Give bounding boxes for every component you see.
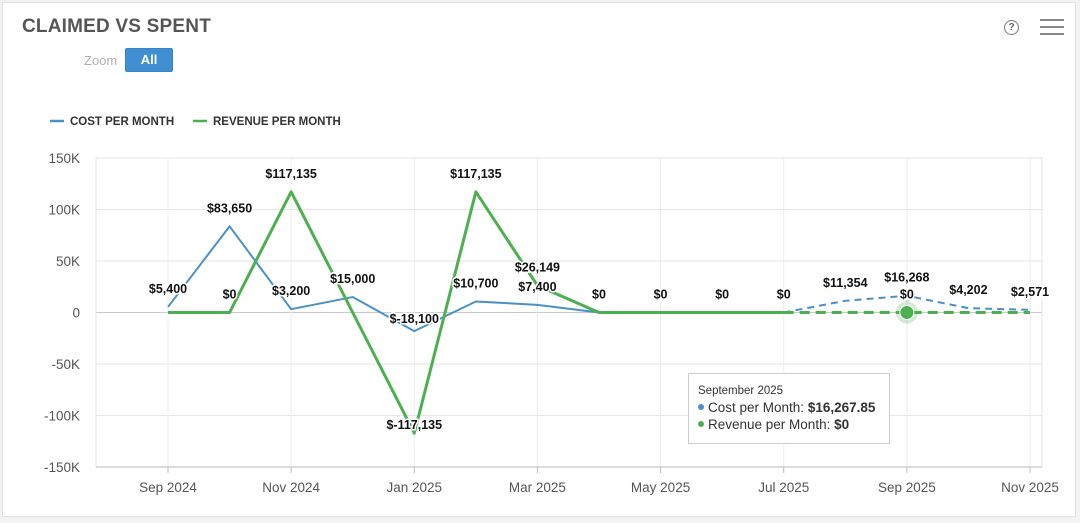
y-tick-label: -150K <box>44 460 80 475</box>
cost-data-label: $7,400 <box>518 280 556 294</box>
revenue-data-label: $0 <box>654 288 668 302</box>
revenue-data-label: $26,149 <box>515 261 560 275</box>
x-tick-label: Mar 2025 <box>509 480 566 495</box>
revenue-dot-icon <box>698 421 704 427</box>
cost-data-label: $15,000 <box>330 272 375 286</box>
axes: 150K 100K 50K 0 -50K -100K -150K Sep 2024 Nov 20… <box>44 151 1059 495</box>
cost-data-label: $4,202 <box>949 283 987 297</box>
help-icon[interactable]: ? <box>1004 20 1019 35</box>
revenue-data-label: $0 <box>223 288 237 302</box>
tooltip-revenue-row: Revenue per Month: $0 <box>698 416 889 433</box>
cost-data-label: $2,571 <box>1011 285 1049 299</box>
revenue-data-label: $0 <box>900 288 914 302</box>
cost-data-label: $11,354 <box>823 276 868 290</box>
y-tick-label: 150K <box>48 151 80 166</box>
tooltip: September 2025 Cost per Month: $16,267.8… <box>688 373 890 444</box>
zoom-all-button[interactable]: All <box>125 48 173 72</box>
series-layer <box>167 190 1031 435</box>
x-tick-label: Sep 2025 <box>878 480 936 495</box>
revenue-data-label: $117,135 <box>450 167 501 181</box>
cost-dot-icon <box>698 404 704 410</box>
zoom-label: Zoom <box>84 53 118 68</box>
y-tick-label: -100K <box>44 409 80 424</box>
revenue-data-label: $0 <box>715 288 729 302</box>
cost-hover-point[interactable] <box>902 291 912 301</box>
cost-data-label: $83,650 <box>207 201 252 215</box>
menu-line <box>1040 33 1064 35</box>
legend-label: COST PER MONTH <box>70 116 174 128</box>
legend-item-cost[interactable]: COST PER MONTH <box>50 116 174 128</box>
chart-title: CLAIMED VS SPENT <box>22 16 211 37</box>
cost-data-label: $10,700 <box>453 276 498 290</box>
tooltip-date: September 2025 <box>698 385 784 397</box>
revenue-line <box>168 190 784 435</box>
legend[interactable]: COST PER MONTH REVENUE PER MONTH <box>50 116 341 128</box>
legend-label: REVENUE PER MONTH <box>213 116 341 128</box>
y-tick-label: 0 <box>72 306 80 321</box>
revenue-data-label: $117,135 <box>265 167 316 181</box>
revenue-hover-point[interactable] <box>899 305 915 320</box>
x-tick-label: May 2025 <box>631 480 690 495</box>
hamburger-menu-icon[interactable] <box>1040 19 1064 37</box>
cost-data-label: $3,200 <box>272 284 310 298</box>
x-tick-label: Jan 2025 <box>387 480 443 495</box>
data-labels: $5,400 $83,650 $3,200 $15,000 $-18,100 $10,70… <box>147 165 1050 433</box>
y-tick-label: 50K <box>56 254 80 269</box>
x-tick-label: Sep 2024 <box>139 480 197 495</box>
x-tick-label: Nov 2025 <box>1001 480 1059 495</box>
tooltip-cost-row: Cost per Month: $16,267.85 <box>698 399 889 416</box>
tooltip-revenue-label: Revenue per Month: <box>708 417 831 432</box>
legend-item-revenue[interactable]: REVENUE PER MONTH <box>193 116 341 128</box>
x-tick-label: Jul 2025 <box>758 480 809 495</box>
menu-line <box>1040 19 1064 21</box>
revenue-data-label: $0 <box>592 288 606 302</box>
cost-data-label: $-18,100 <box>390 312 439 326</box>
tooltip-cost-label: Cost per Month: <box>708 400 805 415</box>
tooltip-cost-value: $16,267.85 <box>807 400 876 415</box>
chart-card <box>2 2 1076 517</box>
cost-data-label: $5,400 <box>149 282 187 296</box>
revenue-data-label: $-117,135 <box>386 418 442 432</box>
x-tick-label: Nov 2024 <box>262 480 320 495</box>
y-tick-label: 100K <box>48 203 80 218</box>
revenue-data-label: $0 <box>777 288 791 302</box>
cost-data-label: $16,268 <box>884 271 929 285</box>
y-tick-label: -50K <box>51 357 80 372</box>
menu-line <box>1040 26 1064 28</box>
tooltip-revenue-value: $0 <box>834 417 850 432</box>
